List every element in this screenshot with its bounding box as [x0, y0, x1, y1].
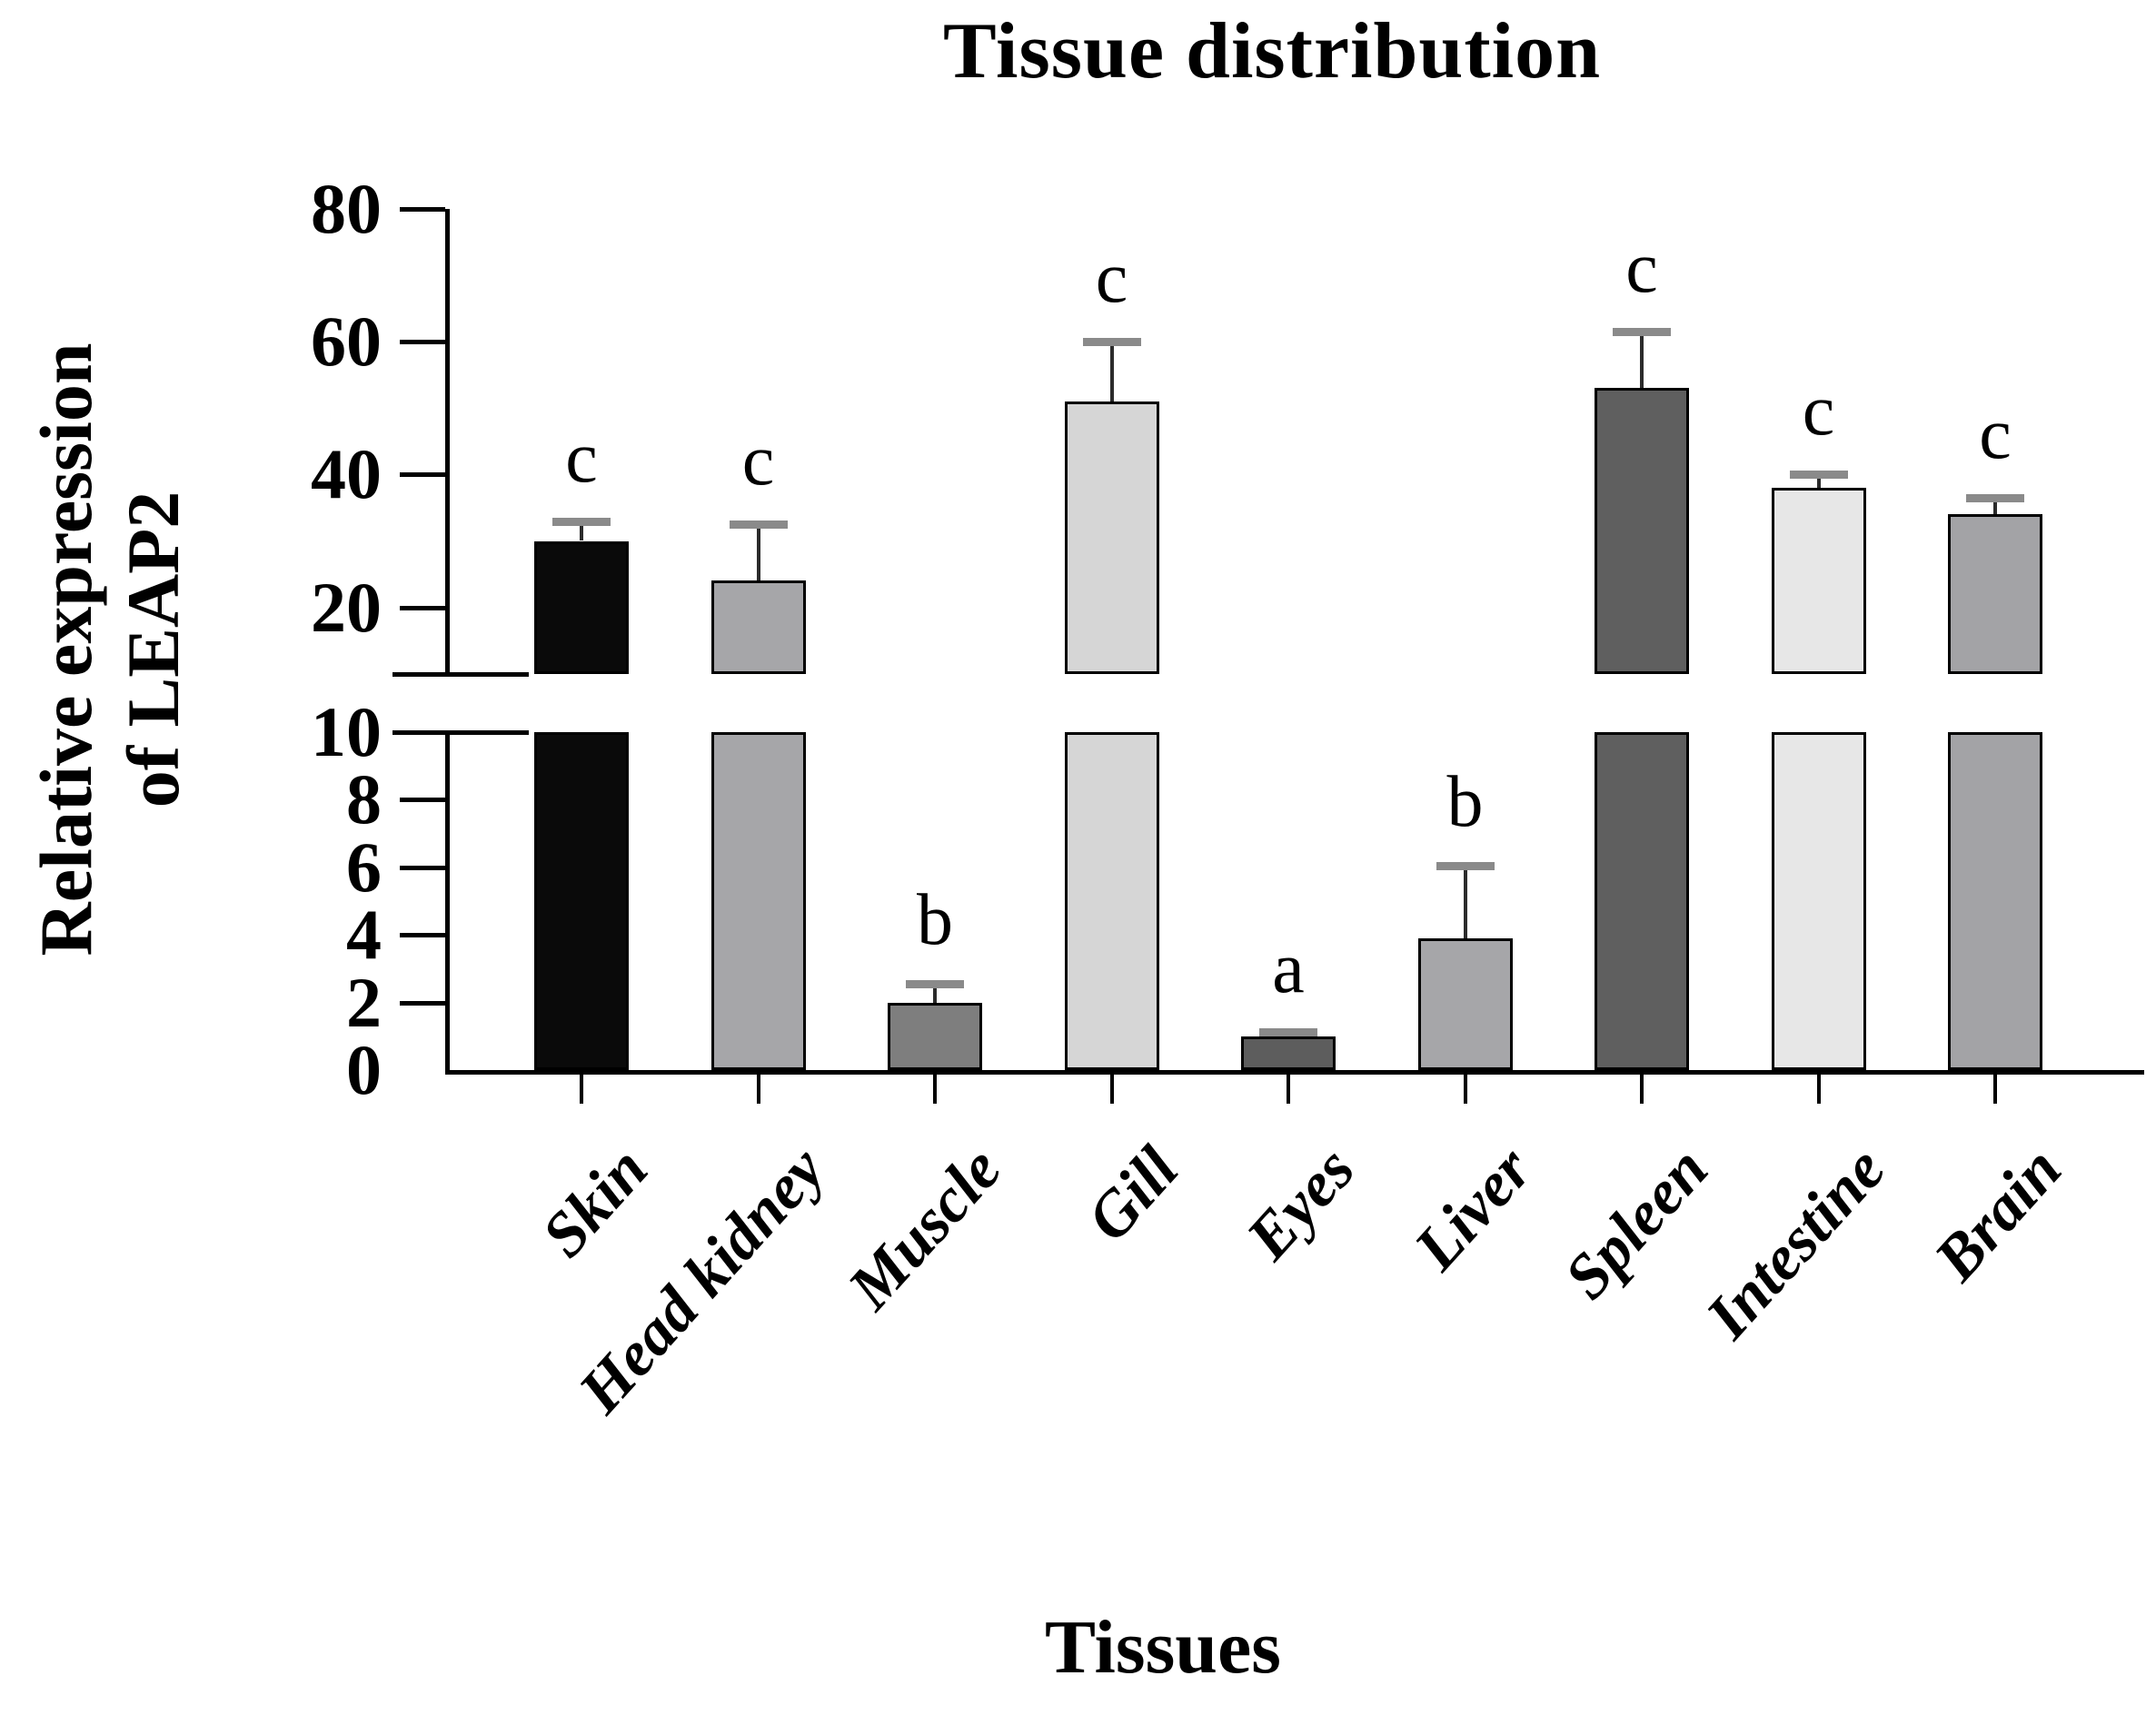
error-bar-stem — [580, 520, 583, 541]
y-tick-upper — [400, 340, 445, 345]
bar-gill-upper — [1064, 401, 1159, 674]
x-axis-baseline — [445, 1070, 2144, 1075]
bar-gill-lower — [1064, 732, 1159, 1070]
bar-spleen-upper — [1595, 388, 1689, 674]
x-tick — [1816, 1075, 1821, 1104]
bar-eyes — [1241, 1036, 1336, 1070]
x-axis-label: Tissues — [1045, 1605, 1281, 1690]
y-tick-label-upper: 20 — [311, 567, 382, 647]
x-tick — [1109, 1075, 1114, 1104]
bar-skin-lower — [534, 732, 629, 1070]
significance-letter: c — [1802, 371, 1835, 451]
error-bar-cap — [1613, 328, 1671, 337]
significance-letter: c — [1095, 238, 1128, 319]
y-tick-upper — [400, 472, 445, 478]
x-tick — [1640, 1075, 1644, 1104]
significance-letter: c — [741, 421, 775, 501]
error-bar-cap — [906, 980, 964, 989]
bar-intestine-upper — [1771, 488, 1866, 674]
y-axis-upper-segment — [445, 209, 450, 674]
y-tick-upper — [400, 207, 445, 212]
y-tick-label-lower: 2 — [346, 962, 382, 1042]
y-tick-lower — [400, 865, 445, 870]
error-bar-cap — [1082, 338, 1141, 347]
y-tick-upper — [400, 605, 445, 610]
y-tick-label-upper: 80 — [311, 169, 382, 248]
significance-letter: c — [565, 417, 598, 498]
y-tick-label-upper: 60 — [311, 302, 382, 382]
y-tick-label-lower: 8 — [346, 759, 382, 839]
significance-letter: a — [1272, 928, 1305, 1009]
y-axis-lower-segment — [445, 732, 450, 1070]
bar-head-kidney-lower — [710, 732, 806, 1070]
x-tick — [756, 1075, 760, 1104]
y-tick-lower — [400, 1000, 445, 1006]
significance-letter: b — [1446, 761, 1484, 842]
x-tick — [933, 1075, 937, 1104]
y-tick-label-lower: 0 — [346, 1030, 382, 1109]
significance-letter: b — [917, 880, 953, 961]
error-bar-cap — [552, 517, 611, 526]
x-tick — [1287, 1075, 1290, 1104]
chart-title: Tissue distribution — [942, 7, 1602, 95]
error-bar-stem — [1109, 342, 1114, 402]
bar-skin-upper — [534, 540, 629, 674]
error-bar-stem — [756, 524, 760, 581]
axis-break-cap-lower — [392, 730, 529, 735]
error-bar-cap — [1789, 471, 1848, 480]
x-tick — [1463, 1075, 1467, 1104]
y-tick-label-upper: 40 — [311, 434, 382, 514]
error-bar-cap — [729, 520, 788, 530]
significance-letter: c — [1625, 228, 1658, 309]
axis-break-cap-upper — [392, 672, 529, 677]
significance-letter: c — [1979, 393, 2012, 474]
y-tick-label-lower: 4 — [346, 895, 382, 975]
error-bar-stem — [1463, 865, 1467, 938]
bar-liver — [1417, 937, 1513, 1070]
bar-brain-upper — [1948, 514, 2042, 674]
bar-spleen-lower — [1595, 732, 1689, 1070]
y-tick-label-lower: 6 — [346, 827, 382, 907]
x-tick — [1993, 1075, 1997, 1104]
bar-muscle — [888, 1002, 982, 1070]
bar-head-kidney-upper — [710, 580, 806, 674]
error-bar-cap — [1966, 493, 2024, 502]
error-bar-stem — [1993, 497, 1997, 515]
y-tick-lower — [400, 798, 445, 803]
error-bar-stem — [933, 984, 937, 1003]
error-bar-cap — [1436, 861, 1495, 870]
error-bar-cap — [1259, 1028, 1317, 1037]
bar-brain-lower — [1948, 732, 2042, 1070]
error-bar-stem — [1816, 474, 1821, 488]
error-bar-stem — [1640, 332, 1644, 389]
y-tick-lower — [400, 933, 445, 938]
x-tick — [580, 1075, 583, 1104]
y-tick-label-lower: 10 — [311, 692, 382, 771]
bar-intestine-lower — [1771, 732, 1866, 1070]
